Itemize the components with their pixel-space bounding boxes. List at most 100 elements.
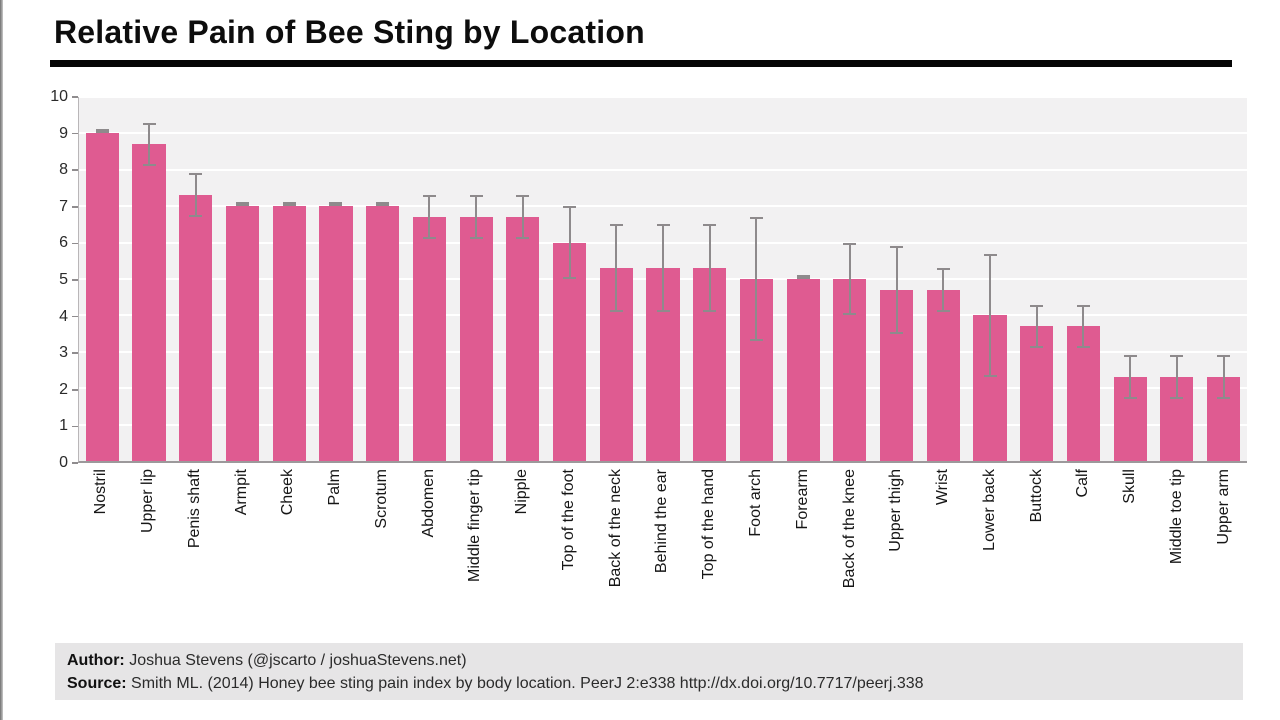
bar <box>459 217 493 461</box>
x-label-slot: Upper lip <box>125 469 172 637</box>
error-bar <box>983 253 997 378</box>
error-bar-line <box>942 270 945 310</box>
x-label-slot: Scrotum <box>359 469 406 637</box>
x-tick-label: Upper arm <box>1214 469 1232 545</box>
bar <box>366 206 400 461</box>
error-bar-line <box>475 197 478 237</box>
x-tick-label: Wrist <box>934 469 952 506</box>
error-bar <box>376 202 390 207</box>
x-label-slot: Top of the hand <box>686 469 733 637</box>
x-tick-label: Skull <box>1121 469 1139 504</box>
x-tick-label: Top of the foot <box>559 469 577 571</box>
x-label-slot: Foot arch <box>733 469 780 637</box>
y-tick-mark <box>72 315 78 318</box>
error-bar <box>95 129 109 134</box>
x-label-slot: Upper arm <box>1200 469 1247 637</box>
chart-title: Relative Pain of Bee Sting by Location <box>54 14 645 50</box>
error-bar-line <box>755 219 758 339</box>
attribution-footer: Author: Joshua Stevens (@jscarto / joshu… <box>55 643 1243 700</box>
x-tick-label: Scrotum <box>372 469 390 529</box>
x-label-slot: Penis shaft <box>172 469 219 637</box>
x-label-slot: Back of the knee <box>826 469 873 637</box>
plot-area <box>78 96 1247 463</box>
y-tick-mark <box>72 389 78 391</box>
x-label-slot: Nipple <box>499 469 546 637</box>
window-edge <box>0 0 3 720</box>
source-label: Source: <box>67 675 127 692</box>
x-label-slot: Buttock <box>1013 469 1060 637</box>
error-bar-line <box>708 226 711 310</box>
x-tick-label: Abdomen <box>419 469 437 538</box>
y-tick-mark <box>72 352 78 354</box>
error-bar-line <box>194 175 197 216</box>
x-label-slot: Back of the neck <box>592 469 639 637</box>
error-bar <box>656 224 670 312</box>
x-tick-label: Back of the knee <box>840 469 858 589</box>
error-bar-line <box>1129 357 1132 398</box>
author-text: Joshua Stevens (@jscarto / joshuaStevens… <box>129 652 467 669</box>
error-bar <box>749 217 763 341</box>
error-bar <box>282 202 296 207</box>
error-bar <box>1170 355 1184 400</box>
x-tick-label: Armpit <box>232 469 250 516</box>
bar <box>926 289 960 461</box>
bar <box>132 144 166 461</box>
y-tick-mark <box>72 425 78 428</box>
y-tick-mark <box>72 169 78 171</box>
error-bar <box>329 202 343 207</box>
x-tick-label: Top of the hand <box>700 469 718 580</box>
error-bar-line <box>848 244 851 314</box>
y-axis: 0 1 2 3 4 5 6 7 8 9 10 <box>28 89 78 471</box>
error-bar-line <box>148 124 151 165</box>
error-bar <box>469 195 483 239</box>
gridline <box>79 132 1247 135</box>
x-tick-label: Middle finger tip <box>466 469 484 582</box>
error-bar <box>936 268 950 312</box>
error-bar-line <box>895 248 898 332</box>
x-tick-label: Behind the ear <box>653 469 671 574</box>
error-bar-line <box>521 197 524 237</box>
x-label-slot: Nostril <box>78 469 125 637</box>
y-tick-mark <box>72 96 78 98</box>
error-bar-line <box>662 226 664 310</box>
error-bar <box>563 206 577 279</box>
x-tick-label: Middle toe tip <box>1167 469 1185 565</box>
error-bar <box>189 173 203 218</box>
x-tick-label: Palm <box>326 469 344 506</box>
title-rule <box>50 60 1232 67</box>
y-tick-mark <box>72 462 78 464</box>
x-tick-label: Calf <box>1074 469 1092 498</box>
error-bar <box>890 246 904 334</box>
x-tick-label: Nipple <box>513 469 531 515</box>
error-bar <box>609 224 623 312</box>
x-tick-label: Nostril <box>92 469 110 515</box>
x-label-slot: Lower back <box>966 469 1013 637</box>
bar <box>272 206 306 461</box>
x-tick-label: Upper thigh <box>887 469 905 552</box>
x-tick-label: Foot arch <box>747 469 764 537</box>
error-bar-line <box>568 208 571 277</box>
author-line: Author: Joshua Stevens (@jscarto / joshu… <box>67 649 1243 672</box>
x-label-slot: Top of the foot <box>546 469 593 637</box>
x-tick-label: Buttock <box>1027 469 1045 523</box>
error-bar-line <box>1035 306 1038 347</box>
bar <box>506 217 540 461</box>
x-label-slot: Wrist <box>920 469 967 637</box>
x-label-slot: Abdomen <box>405 469 452 637</box>
x-tick-label: Penis shaft <box>185 469 203 549</box>
error-bar-line <box>1175 357 1178 398</box>
error-bar <box>703 224 717 312</box>
x-label-slot: Behind the ear <box>639 469 686 637</box>
x-label-slot: Skull <box>1107 469 1154 637</box>
error-bar <box>1030 304 1044 349</box>
x-label-slot: Cheek <box>265 469 312 637</box>
error-bar <box>796 275 810 279</box>
error-bar-line <box>615 226 618 310</box>
bar <box>412 217 446 461</box>
x-tick-label: Back of the neck <box>606 469 624 588</box>
bar <box>786 279 820 461</box>
x-label-slot: Forearm <box>779 469 826 637</box>
x-tick-label: Upper lip <box>139 469 157 534</box>
x-label-slot: Calf <box>1060 469 1107 637</box>
x-label-slot: Armpit <box>218 469 265 637</box>
